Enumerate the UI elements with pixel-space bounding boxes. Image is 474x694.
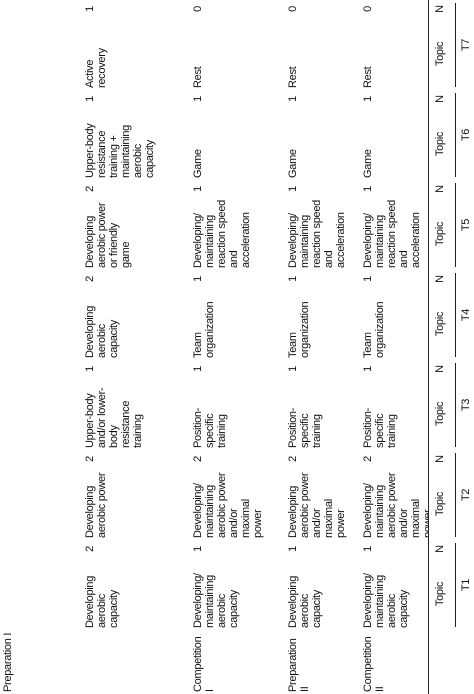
topic: Developing aerobic power or friendly gam… [84, 202, 132, 268]
count: 1 [84, 6, 96, 12]
rule [455, 3, 456, 87]
count: 2 [192, 456, 204, 462]
count: 1 [362, 546, 374, 552]
topic: Upper-body resistance training + maintai… [84, 123, 156, 178]
topic: Developing aerobic power [84, 472, 108, 538]
topic: Team organization [287, 301, 311, 358]
count: 1 [192, 276, 204, 282]
period-header: T2 [460, 488, 472, 502]
rule [455, 363, 456, 447]
topic: Team organization [362, 301, 386, 358]
count: 0 [287, 6, 299, 12]
rule [455, 93, 456, 177]
row-label: Preparation I [2, 632, 14, 692]
column-header: Topic [434, 491, 446, 517]
count: 1 [362, 96, 374, 102]
column-header: N [434, 365, 446, 373]
period-header: T7 [460, 38, 472, 52]
count: 1 [287, 366, 299, 372]
column-header: Topic [434, 131, 446, 157]
count: 1 [362, 366, 374, 372]
count: 2 [84, 546, 96, 552]
topic: Rest [192, 66, 204, 88]
topic: Team organization [192, 301, 216, 358]
count: 1 [84, 366, 96, 372]
topic: Active recovery [84, 48, 108, 88]
count: 0 [192, 6, 204, 12]
topic: Developing aerobic capacity [287, 575, 323, 628]
count: 1 [287, 546, 299, 552]
column-header: Topic [434, 581, 446, 607]
topic: Developing/ maintaining aerobic power an… [362, 472, 428, 538]
rule [455, 453, 456, 537]
column-header: N [434, 95, 446, 103]
topic: Developing/ maintaining reaction speed a… [192, 200, 252, 268]
column-header: Topic [434, 41, 446, 67]
topic: Game [362, 149, 374, 178]
period-header: T4 [460, 308, 472, 322]
topic: Developing/ maintaining aerobic power an… [192, 472, 264, 538]
period-header: T6 [460, 128, 472, 142]
period-header: T1 [460, 578, 472, 592]
column-header: N [434, 455, 446, 463]
count: 2 [84, 276, 96, 282]
topic: Developing/ maintaining aerobic capacity [362, 573, 410, 628]
rule [455, 183, 456, 267]
topic: Position-specific training [362, 407, 398, 448]
topic: Game [287, 149, 299, 178]
topic: Developing/ maintaining reaction speed a… [287, 200, 347, 268]
count: 1 [362, 186, 374, 192]
topic: Rest [287, 66, 299, 88]
period-header: T3 [460, 398, 472, 412]
count: 1 [192, 546, 204, 552]
count: 0 [362, 6, 374, 12]
row-label: Competition II [362, 636, 386, 692]
count: 1 [84, 96, 96, 102]
rule [455, 543, 456, 627]
period-header: T5 [460, 218, 472, 232]
topic: Rest [362, 66, 374, 88]
count: 2 [287, 456, 299, 462]
topic: Developing aerobic capacity [84, 305, 120, 358]
topic: Developing aerobic capacity [84, 575, 120, 628]
column-header: N [434, 275, 446, 283]
column-header: Topic [434, 401, 446, 427]
column-header: N [434, 545, 446, 553]
column-header: N [434, 185, 446, 193]
topic: Position-specific training [192, 407, 228, 448]
column-header: Topic [434, 311, 446, 337]
column-header: N [434, 5, 446, 13]
count: 2 [84, 456, 96, 462]
count: 1 [287, 186, 299, 192]
count: 2 [362, 456, 374, 462]
topic: Position-specific training [287, 407, 323, 448]
count: 1 [192, 96, 204, 102]
count: 1 [192, 366, 204, 372]
count: 1 [192, 186, 204, 192]
count: 1 [362, 276, 374, 282]
rule [455, 273, 456, 357]
count: 1 [287, 276, 299, 282]
topic: Developing/ maintaining reaction speed a… [362, 200, 422, 268]
column-header: Topic [434, 221, 446, 247]
topic: Upper-body and/or lower-body resistance … [84, 387, 144, 448]
row-label: Preparation II [287, 638, 311, 692]
topic: Developing aerobic power and/or maximal … [287, 472, 347, 538]
count: 1 [287, 96, 299, 102]
row-label: Competition I [192, 636, 216, 692]
rule [428, 0, 429, 694]
count: 2 [84, 186, 96, 192]
topic: Game [192, 149, 204, 178]
topic: Developing/ maintaining aerobic capacity [192, 573, 240, 628]
